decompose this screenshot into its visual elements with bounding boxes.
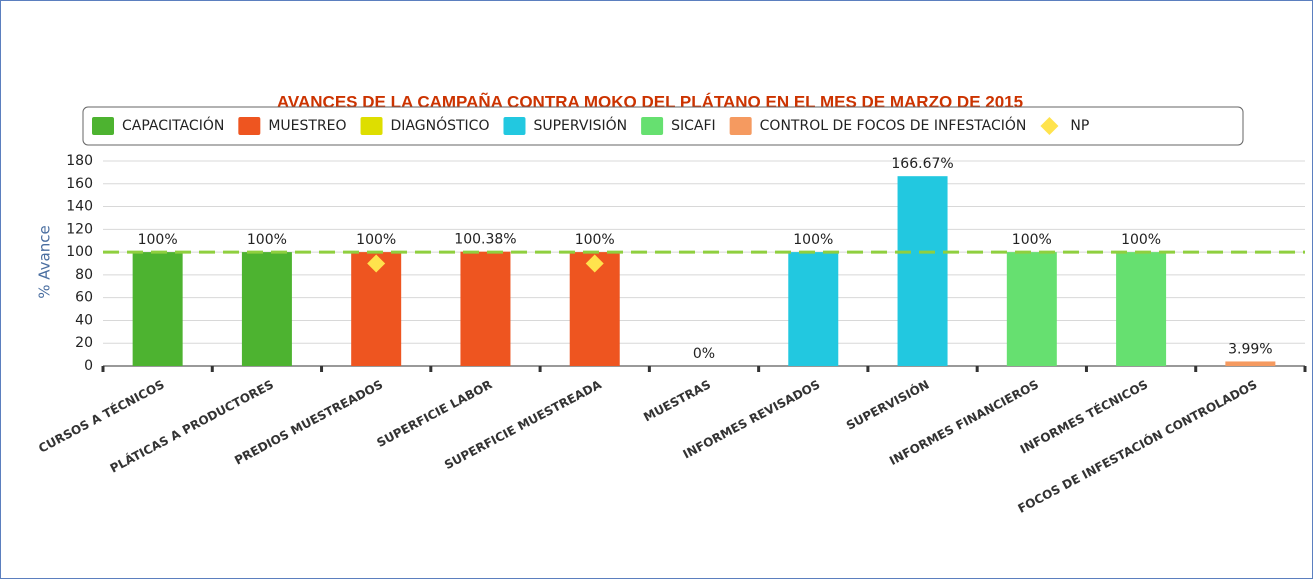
y-tick-label: 100 [66, 244, 93, 260]
legend-swatch [360, 117, 383, 135]
data-label: 100.38% [454, 232, 516, 248]
data-label: 100% [356, 232, 396, 248]
y-tick-label: 180 [66, 153, 93, 169]
legend-swatch [238, 117, 261, 135]
bar [1116, 252, 1167, 366]
y-tick-label: 40 [75, 312, 93, 328]
data-label: 166.67% [891, 156, 953, 172]
y-axis-label: % Avance [36, 225, 54, 298]
data-label: 100% [138, 232, 178, 248]
legend-swatch [92, 117, 114, 135]
legend-swatch [641, 117, 664, 135]
bar [1006, 252, 1057, 366]
y-tick-label: 140 [66, 199, 93, 215]
data-label: 100% [793, 232, 833, 248]
data-label: 0% [693, 346, 715, 362]
y-tick-label: 60 [75, 290, 93, 306]
data-label: 100% [575, 232, 615, 248]
legend-swatch [729, 117, 752, 135]
data-label: 100% [247, 232, 287, 248]
bar [1225, 361, 1276, 366]
data-label: 3.99% [1228, 341, 1272, 357]
bar [241, 252, 292, 366]
np-marker [367, 254, 386, 273]
legend-swatch [503, 117, 526, 135]
legend-label: SICAFI [671, 118, 716, 134]
legend-label: SUPERVISIÓN [533, 116, 627, 134]
legend-label: CAPACITACIÓN [122, 116, 224, 134]
np-marker [585, 254, 604, 273]
data-label: 100% [1121, 232, 1161, 248]
chart-title: AVANCES DE LA CAMPAÑA CONTRA MOKO DEL PL… [277, 91, 1023, 111]
legend-label: DIAGNÓSTICO [391, 116, 490, 134]
bar [460, 251, 511, 366]
bar [788, 252, 839, 366]
legend-label: CONTROL DE FOCOS DE INFESTACIÓN [760, 116, 1027, 134]
y-tick-label: 120 [66, 221, 93, 237]
data-label: 100% [1012, 232, 1052, 248]
y-tick-label: 80 [75, 267, 93, 283]
legend-marker [1040, 117, 1059, 135]
y-tick-label: 20 [75, 335, 93, 351]
legend-label: NP [1070, 118, 1089, 134]
bar [132, 252, 183, 366]
y-tick-label: 0 [84, 358, 93, 374]
y-tick-label: 160 [66, 176, 93, 192]
bar [897, 176, 948, 366]
legend-label: MUESTREO [268, 118, 346, 134]
